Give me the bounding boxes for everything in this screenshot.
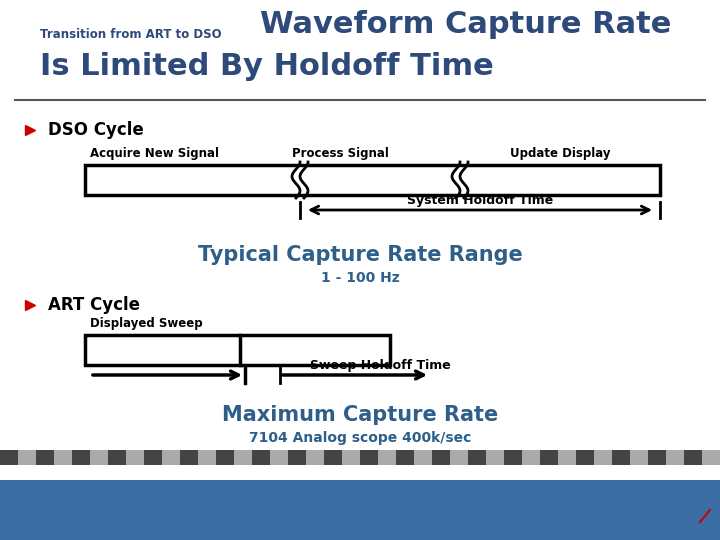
Text: Sweep Holdoff Time: Sweep Holdoff Time — [310, 359, 451, 372]
Bar — [486, 450, 504, 465]
Text: Maximum Capture Rate: Maximum Capture Rate — [222, 405, 498, 425]
Bar — [378, 450, 396, 465]
Bar — [85, 165, 660, 195]
Bar — [324, 450, 342, 465]
Bar — [252, 450, 270, 465]
Bar — [0, 480, 720, 540]
Bar — [108, 450, 126, 465]
Text: Is Limited By Holdoff Time: Is Limited By Holdoff Time — [40, 52, 494, 81]
Bar — [234, 450, 252, 465]
Bar — [216, 450, 234, 465]
Bar — [630, 450, 648, 465]
Bar — [432, 450, 450, 465]
Text: System Holdoff Time: System Holdoff Time — [407, 194, 553, 207]
Text: Tektronix: Tektronix — [615, 508, 695, 523]
Text: Process Signal: Process Signal — [292, 147, 388, 160]
Bar — [414, 450, 432, 465]
Text: Typical Capture Rate Range: Typical Capture Rate Range — [197, 245, 523, 265]
Bar — [360, 450, 378, 465]
Bar — [684, 450, 702, 465]
Text: ®: ® — [698, 505, 708, 515]
Text: ART Cycle: ART Cycle — [48, 296, 140, 314]
Bar — [36, 450, 54, 465]
Text: Acquire New Signal: Acquire New Signal — [90, 147, 219, 160]
Bar — [54, 450, 72, 465]
Text: Update Display: Update Display — [510, 147, 611, 160]
Text: 5: 5 — [15, 528, 24, 540]
Bar — [468, 450, 486, 465]
Bar — [450, 450, 468, 465]
Bar — [306, 450, 324, 465]
Text: 7104 Analog scope 400k/sec: 7104 Analog scope 400k/sec — [249, 431, 471, 445]
Text: Transition from ART to DSO: Transition from ART to DSO — [40, 28, 222, 41]
Bar — [576, 450, 594, 465]
Bar — [396, 450, 414, 465]
Bar — [594, 450, 612, 465]
Bar — [342, 450, 360, 465]
Bar — [18, 450, 36, 465]
Bar — [612, 450, 630, 465]
Text: Displayed Sweep: Displayed Sweep — [90, 317, 202, 330]
Text: DSO Cycle: DSO Cycle — [48, 121, 144, 139]
Bar — [288, 450, 306, 465]
Bar — [198, 450, 216, 465]
Bar — [180, 450, 198, 465]
Bar — [504, 450, 522, 465]
Bar — [0, 450, 18, 465]
Bar — [540, 450, 558, 465]
Bar — [648, 450, 666, 465]
Bar — [162, 450, 180, 465]
Bar — [85, 335, 390, 365]
Bar — [144, 450, 162, 465]
Bar — [558, 450, 576, 465]
Bar — [72, 450, 90, 465]
Bar — [126, 450, 144, 465]
Bar — [522, 450, 540, 465]
Text: Waveform Capture Rate: Waveform Capture Rate — [260, 10, 671, 39]
Text: 1 - 100 Hz: 1 - 100 Hz — [320, 271, 400, 285]
Bar — [90, 450, 108, 465]
Bar — [666, 450, 684, 465]
Bar — [270, 450, 288, 465]
Bar — [702, 450, 720, 465]
